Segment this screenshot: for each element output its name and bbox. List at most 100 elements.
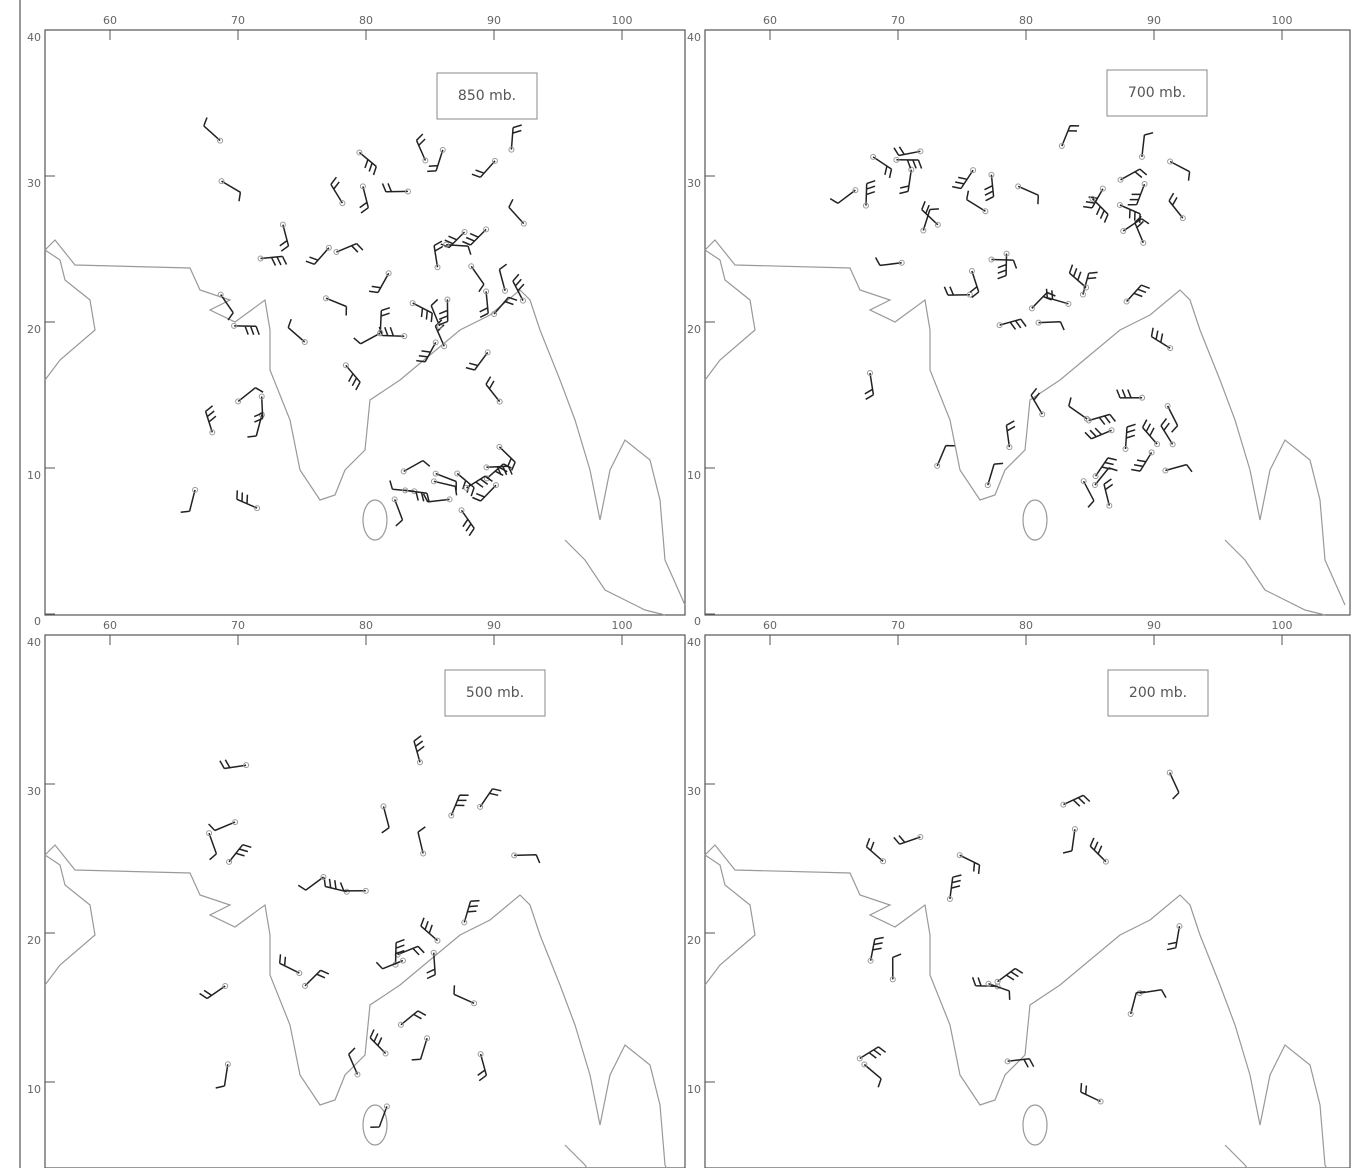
station xyxy=(1098,1099,1103,1104)
wind-barb xyxy=(922,201,938,225)
wind-barb xyxy=(427,953,436,979)
station xyxy=(227,859,232,864)
wind-barb xyxy=(1008,1059,1034,1068)
wind-barb xyxy=(404,461,430,472)
lat-tick-label: 40 xyxy=(27,636,41,649)
wind-barb xyxy=(418,827,425,854)
wind-barb xyxy=(944,287,970,295)
level-label: 200 mb. xyxy=(1129,685,1187,701)
wind-barb xyxy=(494,297,517,314)
lat-tick-label: 10 xyxy=(27,469,41,482)
coastline xyxy=(705,845,1345,1168)
wind-barb xyxy=(341,883,366,891)
lon-tick-label: 60 xyxy=(103,14,117,27)
wind-barb xyxy=(305,970,329,986)
wind-barb xyxy=(395,499,403,526)
wind-barb xyxy=(346,365,360,390)
station xyxy=(455,471,460,476)
lon-tick-label: 80 xyxy=(1019,14,1033,27)
lat-tick-label: 20 xyxy=(687,934,701,947)
wind-barb xyxy=(937,446,955,466)
lat-tick-label: 40 xyxy=(27,31,41,44)
panel-frame xyxy=(705,30,1350,615)
wind-barb xyxy=(412,1038,427,1060)
wind-barb xyxy=(1142,133,1153,157)
station xyxy=(459,508,464,513)
station xyxy=(1168,159,1173,164)
wind-barb xyxy=(421,918,438,941)
wind-barb xyxy=(247,415,262,437)
wind-barb xyxy=(434,481,457,495)
lon-tick-label: 90 xyxy=(1147,14,1161,27)
station xyxy=(497,399,502,404)
station xyxy=(484,227,489,232)
station xyxy=(469,264,474,269)
wind-barb xyxy=(1089,414,1116,424)
lon-tick-label: 90 xyxy=(487,14,501,27)
lat-tick-label: 40 xyxy=(687,31,701,44)
wind-barb xyxy=(867,838,884,861)
lon-tick-label: 100 xyxy=(612,619,633,632)
wind-barb xyxy=(398,946,425,955)
lat-tick-label: 30 xyxy=(27,785,41,798)
wind-barb xyxy=(204,118,220,141)
wind-barb xyxy=(288,319,305,342)
wind-barb xyxy=(413,303,433,322)
wind-barb xyxy=(480,291,489,317)
wind-barb xyxy=(830,190,855,203)
lat-tick-label: 0 xyxy=(34,615,41,628)
lat-tick-label: 30 xyxy=(27,177,41,190)
wind-barb xyxy=(480,789,501,807)
map-panel: 6070809010010203040200 mb. xyxy=(687,619,1350,1168)
wind-barb xyxy=(873,157,891,178)
wind-barb xyxy=(454,985,474,1003)
station xyxy=(302,340,307,345)
lat-tick-label: 10 xyxy=(27,1083,41,1096)
lon-tick-label: 100 xyxy=(612,14,633,27)
wind-barb xyxy=(360,186,369,213)
lon-tick-label: 70 xyxy=(891,14,905,27)
wind-barb xyxy=(280,225,289,252)
level-label: 850 mb. xyxy=(458,88,516,104)
wind-barb xyxy=(998,969,1023,982)
lat-tick-label: 40 xyxy=(687,636,701,649)
wind-barb xyxy=(514,855,540,863)
wind-barb xyxy=(369,273,389,292)
wind-barb xyxy=(206,406,216,433)
wind-barb xyxy=(451,795,468,815)
wind-barb xyxy=(1167,926,1180,950)
level-label: 500 mb. xyxy=(466,685,524,701)
wind-barb xyxy=(896,160,921,169)
panel-frame xyxy=(45,635,685,1168)
wind-barb xyxy=(866,181,875,206)
station xyxy=(1149,450,1154,455)
wind-barb xyxy=(1127,285,1150,301)
wind-barb xyxy=(894,147,920,156)
wind-barb xyxy=(431,299,439,326)
wind-barb xyxy=(359,152,376,175)
wind-barb xyxy=(1170,162,1190,181)
station xyxy=(1093,474,1098,479)
wind-barb xyxy=(414,736,424,763)
lon-tick-label: 90 xyxy=(1147,619,1161,632)
station xyxy=(478,804,483,809)
wind-barb xyxy=(876,258,902,266)
wind-barb xyxy=(462,510,475,535)
wind-barb xyxy=(280,954,300,973)
wind-barb xyxy=(222,181,241,201)
wind-barb xyxy=(1062,126,1079,146)
wind-barb xyxy=(220,760,246,769)
lon-tick-label: 100 xyxy=(1272,619,1293,632)
wind-barb xyxy=(1165,465,1192,472)
wind-barb xyxy=(471,266,484,291)
level-label: 700 mb. xyxy=(1128,85,1186,101)
wind-barb xyxy=(261,256,287,265)
lon-tick-label: 70 xyxy=(891,619,905,632)
station xyxy=(1029,306,1034,311)
wind-barb xyxy=(472,485,496,501)
wind-barb xyxy=(1000,319,1027,329)
lat-tick-label: 10 xyxy=(687,469,701,482)
station xyxy=(410,301,415,306)
station xyxy=(1092,482,1097,487)
lon-tick-label: 80 xyxy=(359,14,373,27)
